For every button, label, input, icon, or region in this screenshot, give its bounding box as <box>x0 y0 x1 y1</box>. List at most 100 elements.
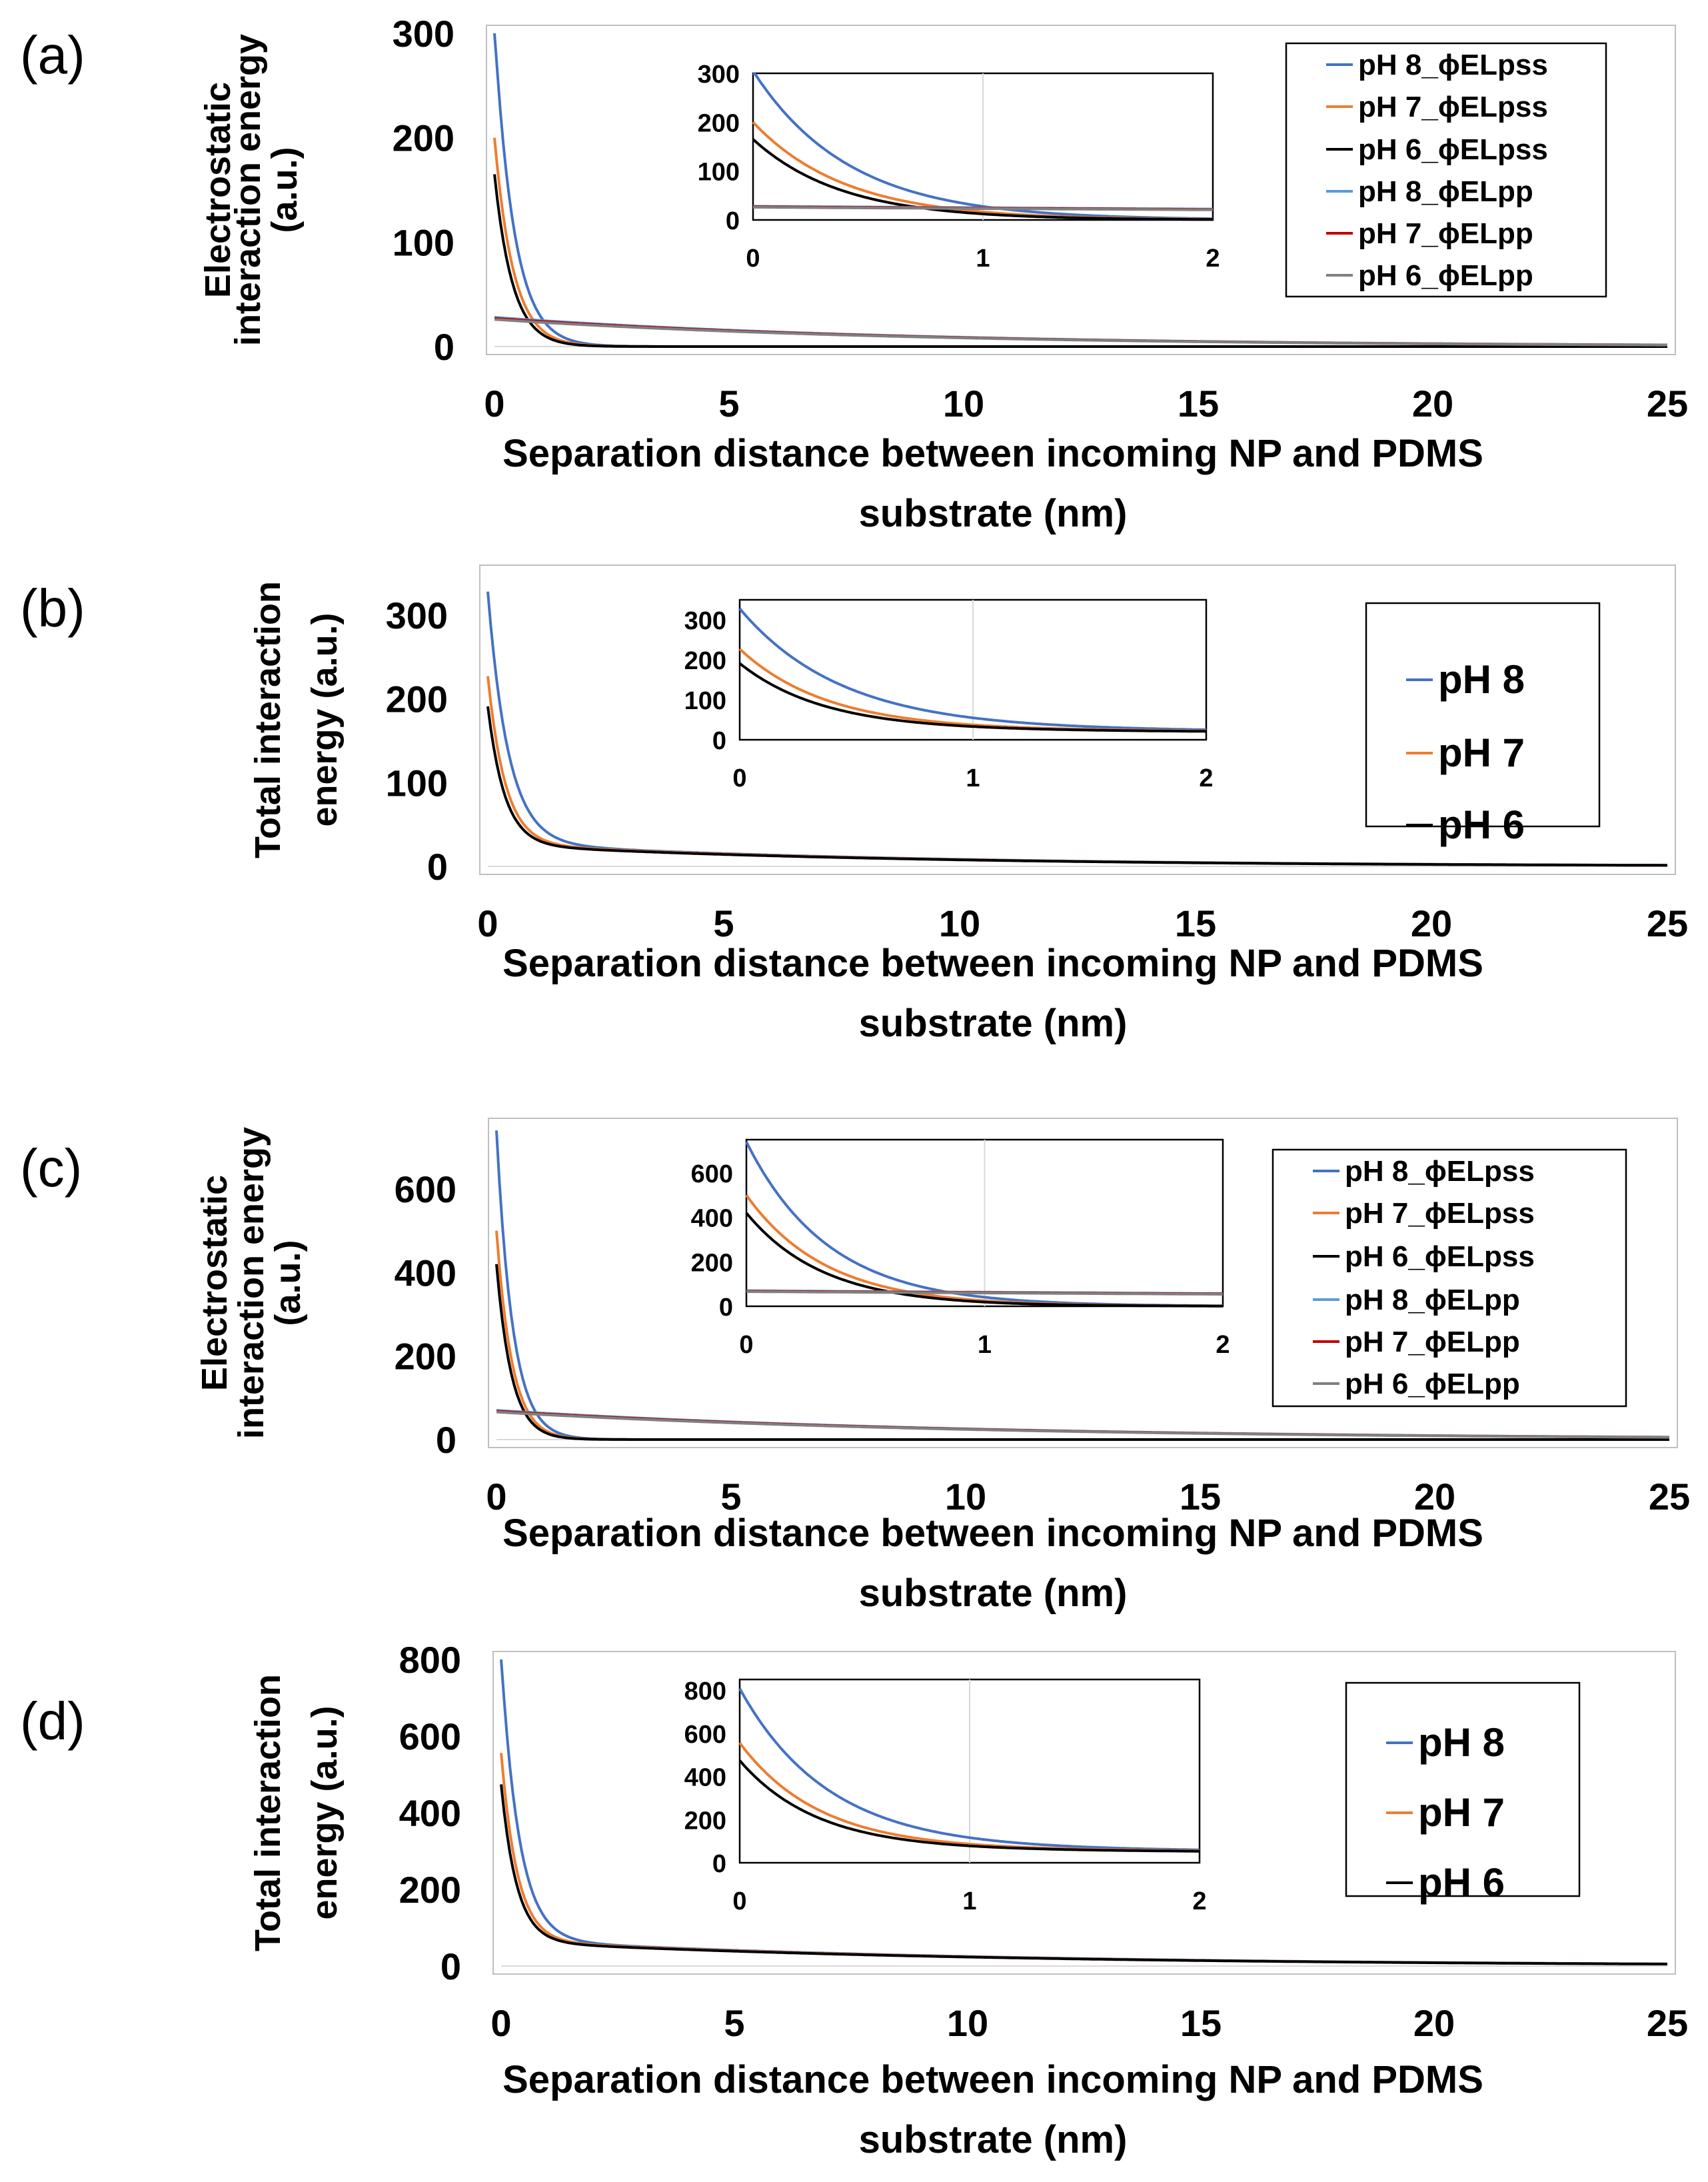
inset-series-line <box>738 1687 1200 1851</box>
y-tick-label: 200 <box>386 678 448 720</box>
x-axis-label: substrate (nm) <box>859 1572 1128 1615</box>
y-tick-label: 0 <box>427 846 448 888</box>
x-tick-label: 10 <box>945 1476 986 1518</box>
x-axis-label: substrate (nm) <box>859 492 1128 535</box>
series-line <box>496 1410 1669 1439</box>
x-tick-label: 15 <box>1180 1476 1221 1518</box>
inset-x-tick-label: 1 <box>978 1331 992 1359</box>
panel-label: (b) <box>20 578 85 638</box>
inset-x-tick-label: 2 <box>1192 1887 1206 1915</box>
x-tick-label: 10 <box>943 383 984 425</box>
legend-box <box>1365 602 1601 828</box>
inset-x-tick-label: 2 <box>1199 764 1213 792</box>
y-axis-label: Electrostaticinteraction energy(a.u.) <box>198 34 305 346</box>
inset-y-tick-label: 0 <box>712 727 726 755</box>
x-axis-label: Separation distance between incoming NP … <box>502 432 1483 475</box>
x-tick-label: 10 <box>947 2002 988 2044</box>
x-tick-label: 5 <box>724 2002 744 2044</box>
legend-entry: pH 6_ϕELpp <box>1358 259 1533 292</box>
legend-entry: pH 6_ϕELpss <box>1358 133 1548 166</box>
x-tick-label: 20 <box>1413 2002 1455 2044</box>
y-axis-label-line: (a.u.) <box>268 1240 308 1326</box>
x-axis-label: substrate (nm) <box>859 1002 1128 1045</box>
y-tick-label: 400 <box>395 1252 456 1294</box>
x-tick-label: 25 <box>1649 1476 1690 1518</box>
inset-y-tick-label: 200 <box>684 1807 726 1835</box>
x-tick-label: 5 <box>718 383 739 425</box>
y-axis-label-line: energy (a.u.) <box>305 1705 345 1919</box>
inset-y-tick-label: 0 <box>712 1850 726 1878</box>
legend-box <box>1345 1681 1581 1897</box>
x-axis-label: substrate (nm) <box>859 2118 1128 2161</box>
y-axis-label-line: energy (a.u.) <box>305 612 345 826</box>
inset-x-tick-label: 1 <box>976 245 990 273</box>
inset-y-tick-label: 200 <box>698 109 740 137</box>
x-axis-label: Separation distance between incoming NP … <box>502 942 1483 985</box>
inset-y-tick-label: 400 <box>691 1205 733 1233</box>
legend-entry: pH 7_ϕELpss <box>1358 91 1548 123</box>
plot-frame <box>486 25 1676 355</box>
inset-series-line <box>738 607 1207 731</box>
y-tick-label: 800 <box>399 1639 461 1681</box>
inset-x-tick-label: 0 <box>739 1331 753 1359</box>
legend-entry: pH 7_ϕELpp <box>1358 217 1533 250</box>
y-axis-label-line: Electrostatic <box>198 82 238 298</box>
inset-x-tick-label: 2 <box>1206 245 1220 273</box>
plot-frame <box>488 1118 1678 1448</box>
inset-y-tick-label: 300 <box>698 61 740 89</box>
y-tick-label: 200 <box>395 1336 456 1378</box>
plot-frame <box>492 1651 1676 1975</box>
y-axis-label-line: (a.u.) <box>265 147 305 233</box>
inset-y-tick-label: 800 <box>684 1677 726 1705</box>
series-line <box>500 1784 1667 1965</box>
series-line <box>493 174 1667 348</box>
y-tick-label: 400 <box>399 1792 461 1834</box>
x-tick-label: 15 <box>1178 383 1219 425</box>
legend-box <box>1285 42 1607 298</box>
legend-entry: pH 6 <box>1438 802 1525 847</box>
x-axis-label: Separation distance between incoming NP … <box>502 1512 1483 1555</box>
series-line <box>496 1410 1669 1439</box>
legend-entry: pH 8_ϕELpp <box>1345 1284 1520 1316</box>
y-axis-label-line: interaction energy <box>228 34 268 346</box>
inset-x-tick-label: 0 <box>732 764 746 792</box>
inset-series-line <box>738 662 1207 733</box>
y-tick-label: 600 <box>395 1168 456 1210</box>
legend-entry: pH 8 <box>1418 1720 1505 1765</box>
legend-entry: pH 8_ϕELpp <box>1358 175 1533 208</box>
x-tick-label: 0 <box>484 383 504 425</box>
x-tick-label: 0 <box>486 1476 506 1518</box>
y-axis-label: Total interaction energy (a.u.) <box>248 1674 345 1951</box>
x-tick-label: 25 <box>1647 2002 1688 2044</box>
inset-y-tick-label: 200 <box>684 647 726 675</box>
y-tick-label: 600 <box>399 1715 461 1757</box>
inset-series-line <box>752 205 1214 211</box>
y-tick-label: 100 <box>393 221 454 263</box>
y-axis-label: Total interaction energy (a.u.) <box>248 581 345 858</box>
legend-entry: pH 8_ϕELpss <box>1345 1155 1535 1188</box>
x-tick-label: 5 <box>720 1476 741 1518</box>
x-axis-label: Separation distance between incoming NP … <box>502 2058 1483 2101</box>
x-tick-label: 0 <box>490 2002 511 2044</box>
inset-x-tick-label: 0 <box>732 1887 746 1915</box>
inset-x-tick-label: 1 <box>962 1887 976 1915</box>
panel-label: (a) <box>20 25 85 85</box>
legend-entry: pH 8_ϕELpss <box>1358 49 1548 81</box>
inset-series-line <box>746 1290 1223 1296</box>
legend-entry: pH 6_ϕELpp <box>1345 1368 1520 1400</box>
inset-y-tick-label: 200 <box>691 1249 733 1277</box>
inset-x-tick-label: 0 <box>746 245 760 273</box>
inset-y-tick-label: 300 <box>684 607 726 635</box>
legend-entry: pH 7_ϕELpp <box>1345 1326 1520 1358</box>
inset-y-tick-label: 600 <box>684 1721 726 1749</box>
inset-y-tick-label: 100 <box>684 687 726 715</box>
y-axis-label-line: Total interaction <box>248 581 288 858</box>
legend-entry: pH 6_ϕELpss <box>1345 1240 1535 1273</box>
y-tick-label: 300 <box>393 13 454 55</box>
inset-series-line <box>745 1212 1223 1308</box>
y-tick-label: 0 <box>436 1419 456 1461</box>
